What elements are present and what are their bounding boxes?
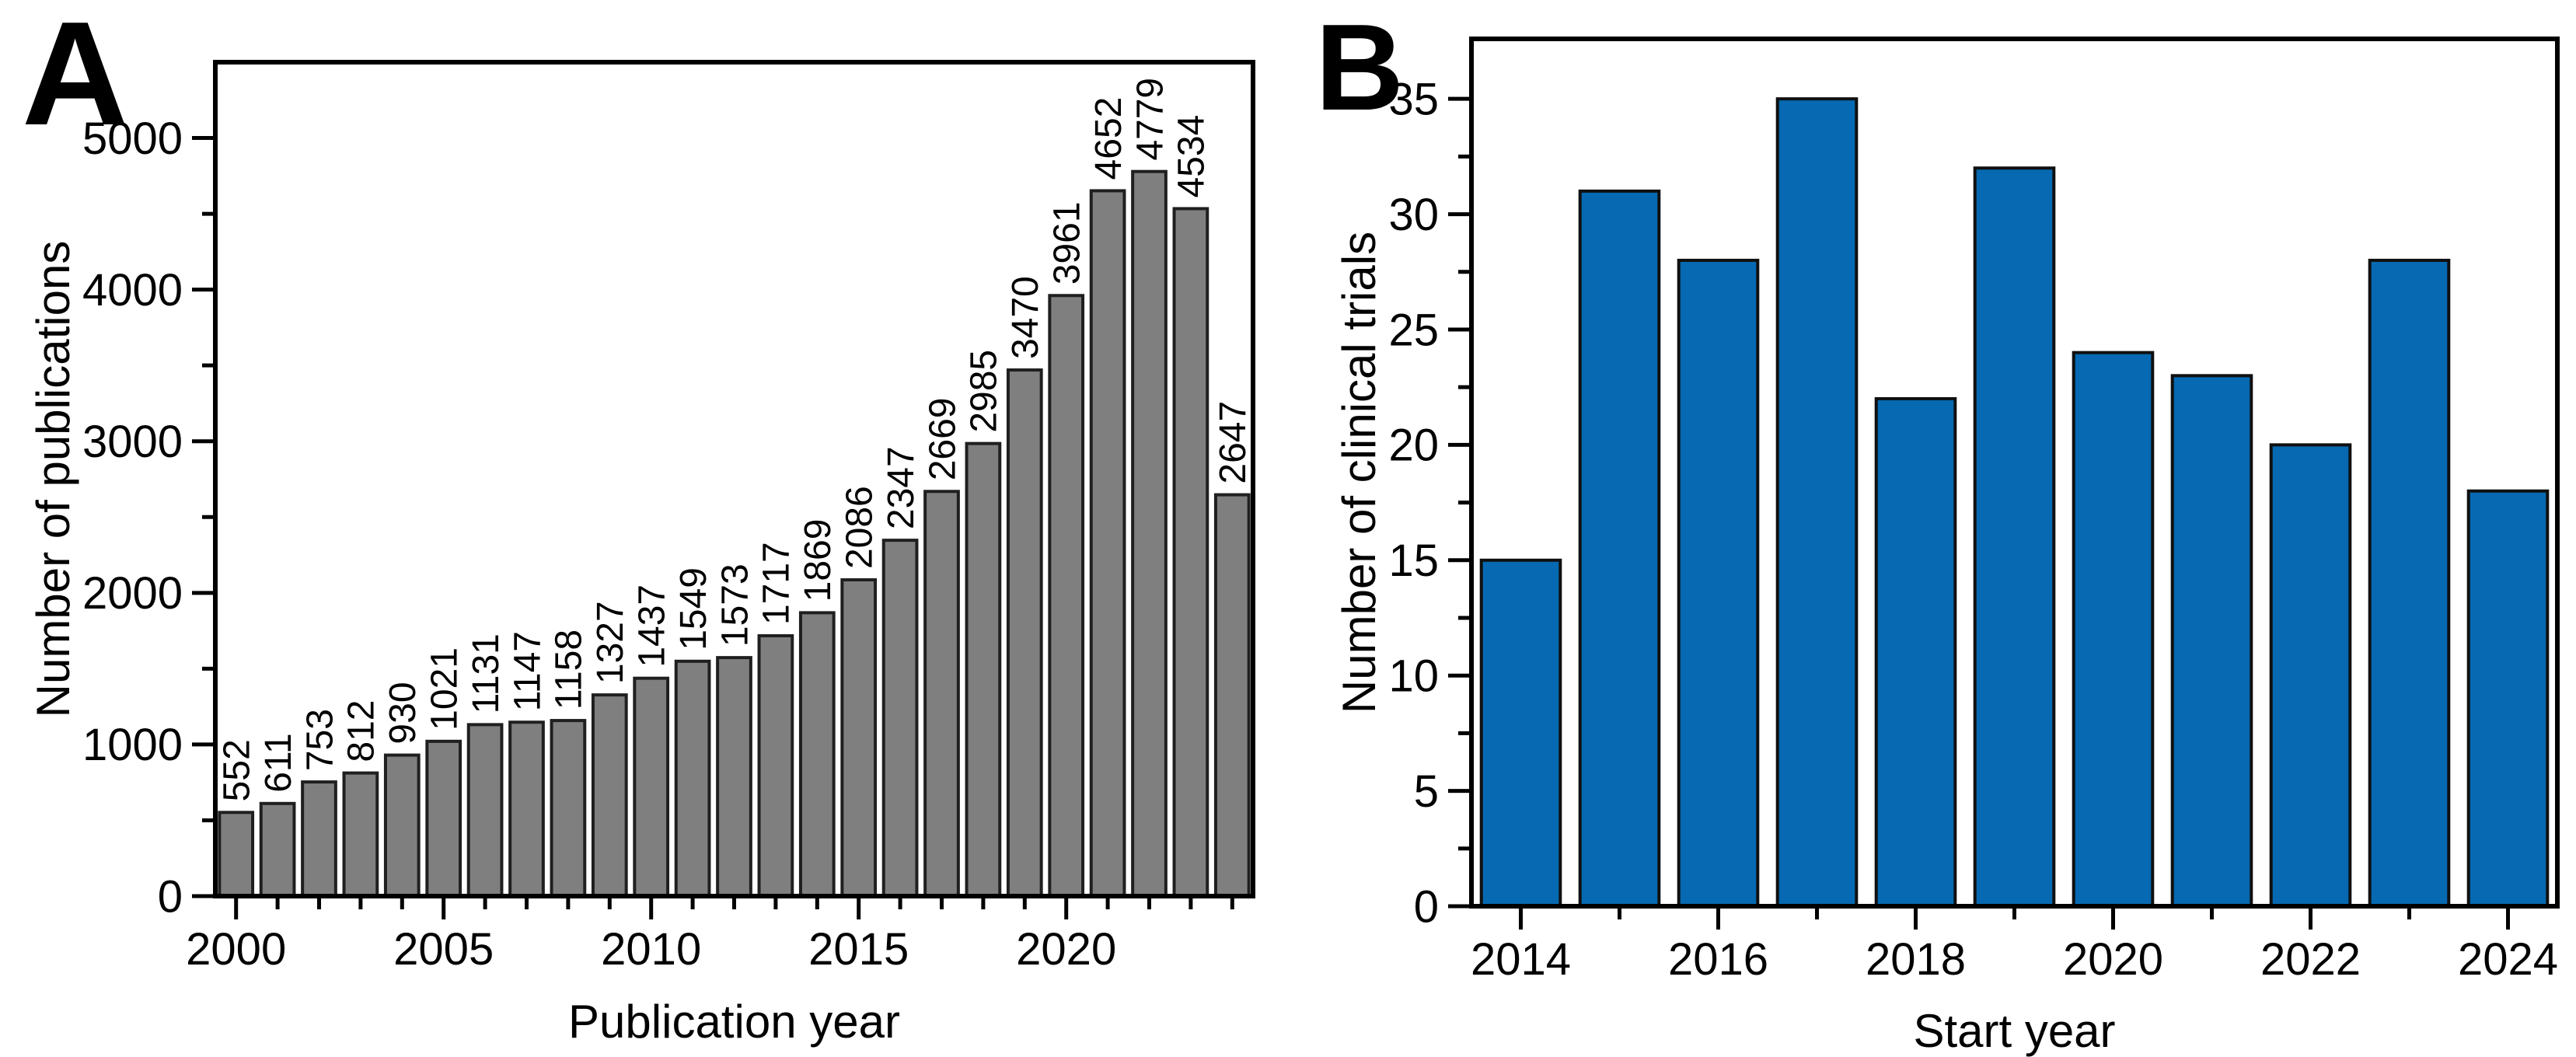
bar-value-label: 2086	[839, 486, 881, 569]
bar-value-label: 1131	[466, 633, 507, 713]
bar-2020	[2072, 351, 2155, 909]
y-tick-label: 3000	[82, 417, 183, 467]
y-tick-label: 35	[1388, 74, 1439, 124]
y-axis: 0 5 10 15 20 25 30 35	[1388, 74, 1471, 932]
y-tick-label: 1000	[82, 720, 183, 770]
bar-2000	[218, 811, 255, 898]
bar-2014	[1479, 558, 1562, 908]
x-axis: 2000 2005 2010 2015 2020	[186, 896, 1234, 975]
y-tick-label: 5000	[82, 113, 183, 164]
panel-a-letter: A	[22, 0, 129, 156]
bar-2020	[1048, 294, 1085, 898]
x-tick-label: 2020	[2063, 934, 2163, 985]
x-tick-label: 2010	[601, 924, 701, 975]
x-tick-label: 2000	[186, 924, 286, 975]
x-axis: 2014 2016 2018 2020 2022 2024	[1471, 906, 2558, 985]
x-tick-label: 2005	[393, 924, 494, 975]
bars	[1479, 97, 2550, 909]
bar-value-label: 1147	[507, 631, 548, 711]
x-tick-label: 2015	[808, 924, 909, 975]
x-tick-label: 2018	[1866, 934, 1966, 985]
bar-value-label: 4779	[1129, 78, 1171, 161]
bar-2001	[259, 801, 296, 898]
bar-2015	[1578, 189, 1661, 908]
bar-value-labels: 552 611 753 812 930 1021 1131 1147 1158 1327 1437 1…	[217, 78, 1255, 801]
bar-value-label: 4652	[1088, 97, 1129, 180]
x-tick-label: 2022	[2260, 934, 2361, 985]
bar-value-label: 2985	[964, 350, 1005, 433]
bar-2008	[550, 719, 587, 898]
bar-2011	[674, 659, 711, 898]
y-tick-label: 4000	[82, 265, 183, 316]
bar-value-label: 2647	[1213, 401, 1254, 484]
bar-2013	[757, 634, 794, 898]
y-tick-label: 5	[1414, 766, 1439, 817]
bar-2018	[1874, 397, 1957, 908]
bar-value-label: 1437	[632, 584, 673, 668]
bar-2022	[1131, 169, 1168, 898]
y-tick-label: 20	[1388, 420, 1439, 471]
bar-2017	[1775, 97, 1859, 909]
y-tick-label: 15	[1388, 535, 1439, 586]
bar-value-label: 1158	[549, 630, 590, 710]
bar-value-label: 930	[382, 682, 424, 744]
bar-2019	[1973, 166, 2056, 908]
bar-2016	[1677, 258, 1760, 908]
bar-2014	[798, 611, 836, 898]
y-tick-label: 0	[1414, 881, 1439, 932]
bar-2024	[2466, 489, 2550, 908]
bar-value-label: 611	[258, 733, 299, 793]
bar-value-label: 753	[299, 709, 340, 771]
panel-b-letter: B	[1315, 0, 1405, 136]
bar-value-label: 3961	[1047, 201, 1088, 284]
bar-2022	[2269, 443, 2352, 908]
bar-2018	[965, 441, 1002, 898]
y-tick-label: 25	[1388, 305, 1439, 355]
y-tick-label: 30	[1388, 190, 1439, 240]
x-tick-label: 2014	[1471, 934, 1571, 985]
y-tick-label: 0	[158, 871, 183, 922]
y-axis-title: Number of publications	[27, 241, 79, 718]
x-axis-title: Start year	[1913, 1005, 2115, 1057]
bar-2023	[1172, 207, 1209, 898]
x-tick-label: 2020	[1016, 924, 1116, 975]
y-axis-title: Number of clinical trials	[1333, 232, 1385, 713]
bar-value-label: 1573	[714, 563, 756, 647]
bar-2023	[2368, 258, 2451, 908]
bar-2017	[923, 490, 960, 898]
bar-value-label: 552	[217, 739, 258, 801]
bar-2019	[1006, 368, 1043, 898]
bar-value-label: 812	[341, 699, 382, 762]
bar-2002	[301, 780, 337, 898]
bar-value-label: 1549	[673, 567, 714, 651]
bar-value-label: 2347	[881, 446, 922, 529]
x-tick-label: 2016	[1668, 934, 1768, 985]
y-tick-label: 2000	[82, 568, 183, 619]
y-axis: 0 1000 2000 3000 4000 5000	[82, 113, 215, 922]
bar-2007	[508, 720, 545, 898]
bar-value-label: 2669	[922, 398, 963, 481]
bar-value-label: 1021	[424, 647, 466, 731]
bar-value-label: 1327	[590, 601, 631, 684]
bar-value-label: 1717	[756, 542, 798, 625]
y-tick-label: 10	[1388, 651, 1439, 701]
bar-value-label: 3470	[1005, 276, 1046, 359]
bar-2024	[1213, 493, 1251, 898]
bar-2016	[881, 539, 919, 898]
bar-value-label: 1869	[798, 519, 839, 602]
bar-2021	[2170, 374, 2253, 908]
bars	[218, 169, 1251, 898]
bar-value-label: 4534	[1171, 115, 1213, 198]
bar-2006	[466, 723, 504, 898]
x-axis-title: Publication year	[568, 996, 900, 1048]
bar-2009	[591, 693, 628, 898]
x-tick-label: 2024	[2458, 934, 2558, 985]
